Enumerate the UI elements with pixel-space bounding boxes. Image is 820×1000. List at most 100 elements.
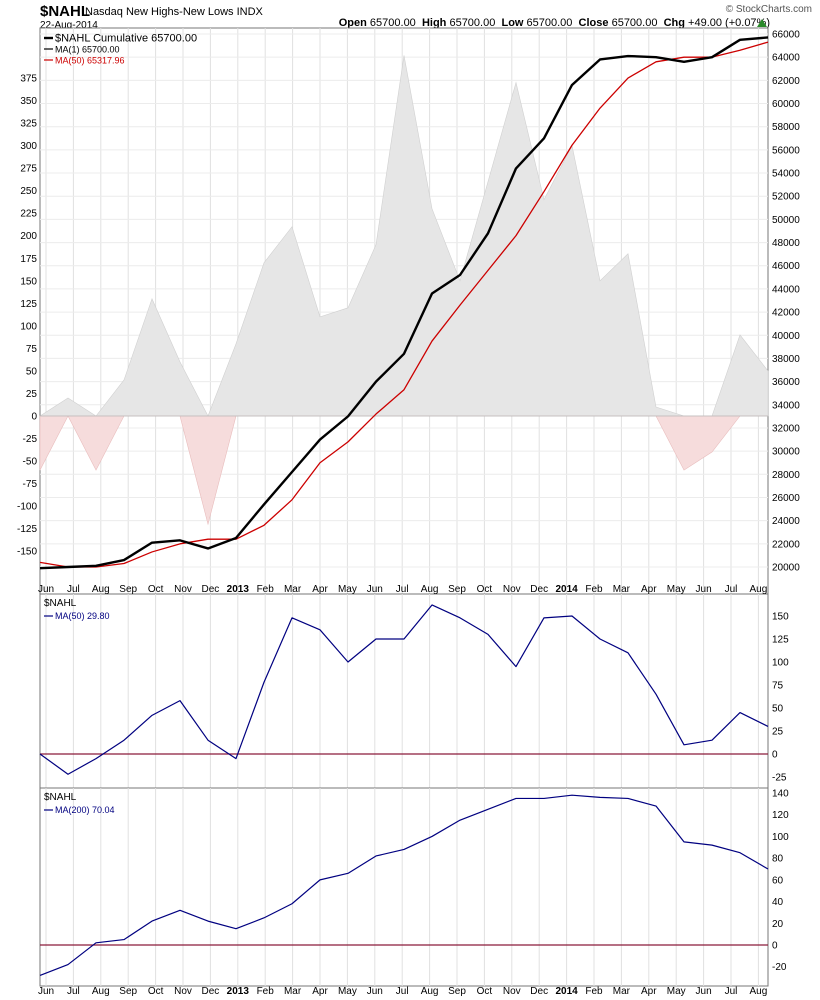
panel-frame-ma50 [39, 593, 769, 789]
x-tick-label: May [338, 584, 357, 595]
x-tick-label: May [338, 986, 357, 997]
left-tick-label: -25 [23, 434, 38, 445]
x-tick-label: Oct [477, 986, 493, 997]
left-tick-label: -75 [23, 479, 38, 490]
left-tick-label: 50 [26, 366, 38, 377]
left-tick-label: 275 [20, 164, 37, 175]
right-tick-label: 0 [772, 750, 778, 761]
x-tick-label: Mar [284, 986, 302, 997]
right-tick-label: 56000 [772, 145, 800, 156]
left-tick-label: 175 [20, 254, 37, 265]
x-tick-label: Sep [448, 986, 466, 997]
legend-entry: MA(200) 70.04 [55, 805, 115, 815]
x-tick-label: Dec [202, 986, 220, 997]
right-tick-label: 24000 [772, 516, 800, 527]
left-tick-label: 300 [20, 141, 37, 152]
x-tick-label: Mar [613, 986, 631, 997]
left-tick-label: -50 [23, 457, 38, 468]
high-label: High [421, 17, 447, 29]
right-tick-label: 80 [772, 854, 784, 865]
right-tick-label: 42000 [772, 308, 800, 319]
right-tick-label: 62000 [772, 76, 800, 87]
x-tick-label: 2014 [555, 584, 578, 595]
right-tick-label: 120 [772, 810, 789, 821]
chart-name: Nasdaq New Highs-New Lows INDX [85, 6, 263, 18]
right-tick-label: 20000 [772, 563, 800, 574]
close-label: Close [578, 17, 609, 29]
x-tick-label: Nov [503, 986, 521, 997]
x-tick-label: 2014 [555, 986, 578, 997]
x-tick-label: Sep [448, 584, 466, 595]
x-tick-label: 2013 [227, 584, 250, 595]
x-tick-label: Nov [174, 584, 192, 595]
x-tick-label: Feb [257, 584, 275, 595]
right-tick-label: 140 [772, 789, 789, 800]
left-tick-label: 100 [20, 321, 37, 332]
x-tick-label: Nov [503, 584, 521, 595]
right-tick-label: 40000 [772, 331, 800, 342]
left-tick-label: 0 [31, 412, 37, 423]
brand-logo: © StockCharts.com [725, 4, 812, 15]
panel-frame-ma200 [39, 787, 769, 987]
left-tick-label: 350 [20, 96, 37, 107]
left-tick-label: -100 [17, 502, 37, 513]
legend-entry: MA(50) 65317.96 [55, 56, 125, 66]
low-label: Low [501, 17, 524, 29]
low-value: 65700.00 [526, 17, 573, 29]
right-tick-label: 22000 [772, 539, 800, 550]
high-value: 65700.00 [449, 17, 496, 29]
cumulative-line [39, 36, 769, 570]
legend-entry: $NAHL Cumulative 65700.00 [55, 33, 197, 45]
left-tick-label: 375 [20, 74, 37, 85]
right-tick-label: 30000 [772, 447, 800, 458]
right-tick-label: 44000 [772, 284, 800, 295]
x-tick-label: May [667, 584, 686, 595]
right-tick-label: 75 [772, 681, 784, 692]
right-tick-label: 40 [772, 897, 784, 908]
x-tick-label: Sep [119, 584, 137, 595]
ma50-cumulative-line [39, 41, 769, 568]
open-value: 65700.00 [369, 17, 416, 29]
right-tick-label: 64000 [772, 53, 800, 64]
chg-label: Chg [663, 17, 685, 29]
right-tick-label: 54000 [772, 169, 800, 180]
right-tick-label: 26000 [772, 493, 800, 504]
x-tick-label: Jul [396, 986, 409, 997]
right-tick-label: 38000 [772, 354, 800, 365]
x-tick-label: Jul [725, 584, 738, 595]
x-tick-label: Jul [396, 584, 409, 595]
left-tick-label: 200 [20, 231, 37, 242]
x-tick-label: May [667, 986, 686, 997]
x-tick-label: Aug [421, 986, 439, 997]
x-tick-label: Aug [750, 986, 768, 997]
x-tick-label: Feb [585, 584, 603, 595]
x-tick-label: Jun [38, 584, 54, 595]
left-tick-label: 225 [20, 209, 37, 220]
x-tick-label: Apr [641, 986, 657, 997]
legend-entry: MA(1) 65700.00 [55, 45, 120, 55]
x-tick-label: Aug [92, 584, 110, 595]
legend-entry: MA(50) 29.80 [55, 611, 110, 621]
x-tick-label: Apr [641, 584, 657, 595]
x-tick-label: Dec [202, 584, 220, 595]
left-tick-label: 150 [20, 276, 37, 287]
chart-symbol: $NAHL [40, 3, 91, 20]
right-tick-label: 50000 [772, 215, 800, 226]
right-tick-label: 60 [772, 875, 784, 886]
x-tick-label: Apr [312, 584, 328, 595]
x-tick-label: Jun [38, 986, 54, 997]
ma50-line [39, 604, 769, 775]
x-tick-label: Mar [284, 584, 302, 595]
x-tick-label: Nov [174, 986, 192, 997]
right-tick-label: 20 [772, 919, 784, 930]
open-label: Open [338, 17, 367, 29]
right-tick-label: 52000 [772, 192, 800, 203]
left-tick-label: -125 [17, 524, 37, 535]
right-tick-label: 125 [772, 635, 789, 646]
right-tick-label: 0 [772, 941, 778, 952]
x-tick-label: Oct [148, 584, 164, 595]
chart-date: 22-Aug-2014 [40, 20, 98, 31]
x-tick-label: Oct [148, 986, 164, 997]
x-tick-label: Dec [530, 986, 548, 997]
